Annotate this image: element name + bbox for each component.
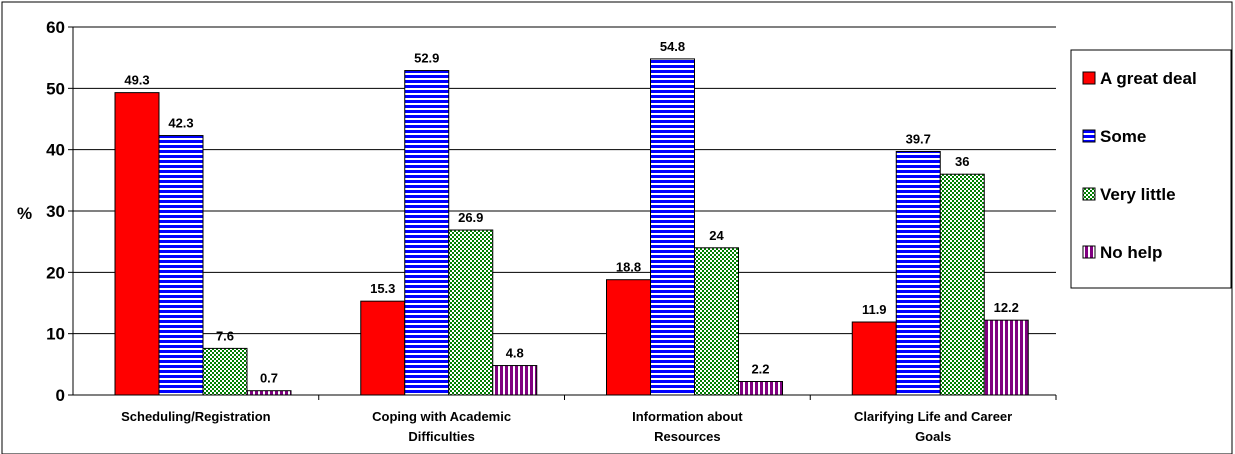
data-label: 7.6	[216, 328, 234, 343]
y-tick-label: 0	[56, 386, 65, 405]
bar-a-great-deal	[114, 92, 160, 396]
legend-label: Very little	[1100, 185, 1176, 204]
bar-some	[404, 70, 450, 396]
bar-some	[158, 135, 204, 396]
legend-swatch-very-little	[1082, 187, 1096, 201]
x-tick-label: Resources	[654, 429, 720, 444]
bar-very-little	[939, 173, 985, 396]
data-label: 12.2	[994, 300, 1019, 315]
data-label: 15.3	[370, 281, 395, 296]
y-tick-labels: 0 10 20 30 40 50 60	[46, 18, 65, 405]
bars	[114, 58, 1029, 396]
legend-swatch-some	[1082, 129, 1096, 143]
legend-label: Some	[1100, 127, 1146, 146]
data-label: 11.9	[862, 302, 887, 317]
x-tick-label: Coping with Academic	[372, 409, 511, 424]
legend-box	[1070, 49, 1232, 289]
data-label: 36	[955, 154, 969, 169]
x-tick-label: Information about	[632, 409, 743, 424]
bar-a-great-deal	[851, 321, 897, 396]
data-label: 54.8	[660, 39, 685, 54]
y-axis-label: %	[17, 204, 32, 223]
bar-no-help	[738, 381, 783, 396]
x-tick-label: Scheduling/Registration	[121, 409, 271, 424]
bar-very-little	[448, 229, 494, 396]
legend: A great deal Some Very little No help	[1070, 49, 1232, 289]
bar-very-little	[202, 347, 248, 396]
data-label: 0.7	[260, 371, 278, 386]
y-tick-label: 60	[46, 18, 65, 37]
data-label: 49.3	[124, 73, 149, 88]
data-label: 52.9	[414, 51, 439, 66]
bar-a-great-deal	[606, 279, 651, 396]
data-label: 39.7	[906, 132, 931, 147]
bar-some	[895, 151, 941, 396]
y-tick-label: 30	[46, 202, 65, 221]
data-label: 18.8	[616, 260, 641, 275]
data-label: 2.2	[751, 362, 769, 377]
x-tick-label: Clarifying Life and Career	[854, 409, 1012, 424]
legend-swatch-no-help	[1082, 245, 1096, 259]
data-label: 4.8	[506, 346, 524, 361]
x-tick-label: Goals	[915, 429, 951, 444]
bar-very-little	[694, 247, 739, 396]
bar-no-help	[983, 319, 1029, 396]
data-label: 26.9	[458, 210, 483, 225]
legend-label: No help	[1100, 243, 1162, 262]
x-tick-label: Difficulties	[408, 429, 474, 444]
data-labels: 49.3 42.3 7.6 0.7 15.3 52.9 26.9 4.8 18.8 54.8 24 2…	[124, 39, 1019, 386]
legend-label: A great deal	[1100, 69, 1197, 88]
gridlines	[68, 26, 1056, 396]
category-labels: Scheduling/Registration Coping with Acade…	[121, 409, 1012, 444]
y-tick-label: 20	[46, 263, 65, 282]
legend-swatch-a-great-deal	[1082, 71, 1096, 85]
bar-no-help	[492, 365, 538, 396]
bar-some	[650, 58, 695, 396]
data-label: 24	[709, 228, 724, 243]
y-tick-label: 50	[46, 79, 65, 98]
bar-a-great-deal	[360, 300, 406, 396]
y-tick-label: 10	[46, 325, 65, 344]
y-tick-label: 40	[46, 141, 65, 160]
bar-no-help	[246, 390, 292, 396]
data-label: 42.3	[168, 116, 193, 131]
